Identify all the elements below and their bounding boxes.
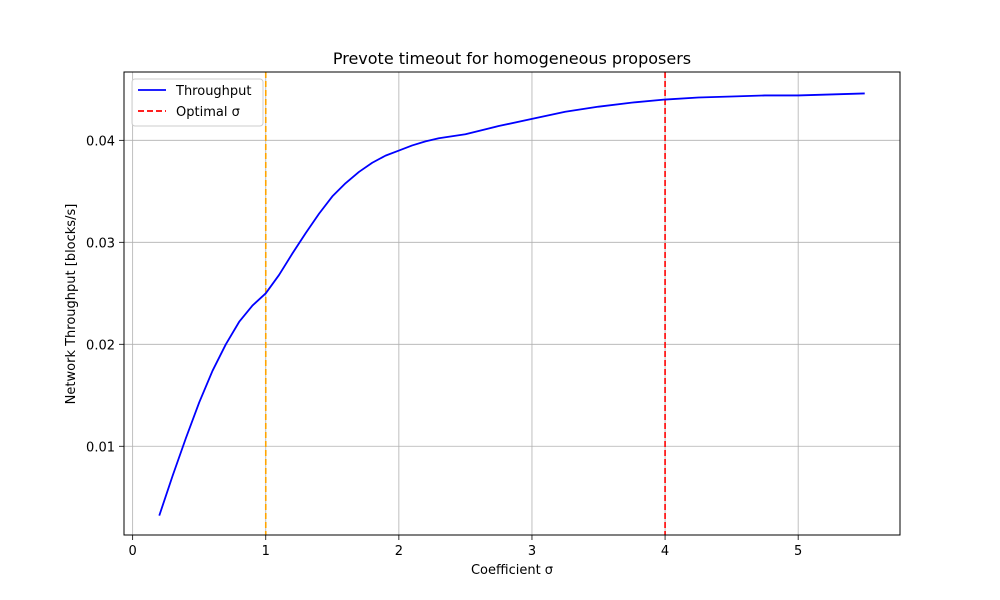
plot-frame	[123, 71, 901, 536]
x-tick-label: 4	[661, 544, 669, 559]
ticks: 0 1 2 3 4 5 0.01 0.02 0.03 0.04	[86, 134, 802, 559]
throughput-line	[158, 92, 865, 516]
x-tick-label: 5	[794, 544, 802, 559]
x-tick-label: 1	[262, 544, 270, 559]
y-axis-label: Network Throughput [blocks/s]	[64, 204, 79, 405]
legend: Throughput Optimal σ	[131, 78, 264, 127]
y-tick-label: 0.03	[86, 236, 115, 251]
legend-optimal-sigma-label: Optimal σ	[176, 105, 240, 120]
x-tick-label: 3	[528, 544, 536, 559]
x-tick-label: 2	[395, 544, 403, 559]
x-tick-label: 0	[129, 544, 137, 559]
vertical-lines	[264, 72, 666, 535]
chart-title: Prevote timeout for homogeneous proposer…	[333, 49, 691, 68]
y-tick-label: 0.02	[86, 338, 115, 353]
x-axis-label: Coefficient σ	[471, 563, 553, 578]
legend-throughput-label: Throughput	[175, 84, 252, 99]
series	[158, 92, 865, 516]
y-tick-label: 0.04	[86, 134, 115, 149]
grid	[124, 72, 900, 535]
y-tick-label: 0.01	[86, 440, 115, 455]
